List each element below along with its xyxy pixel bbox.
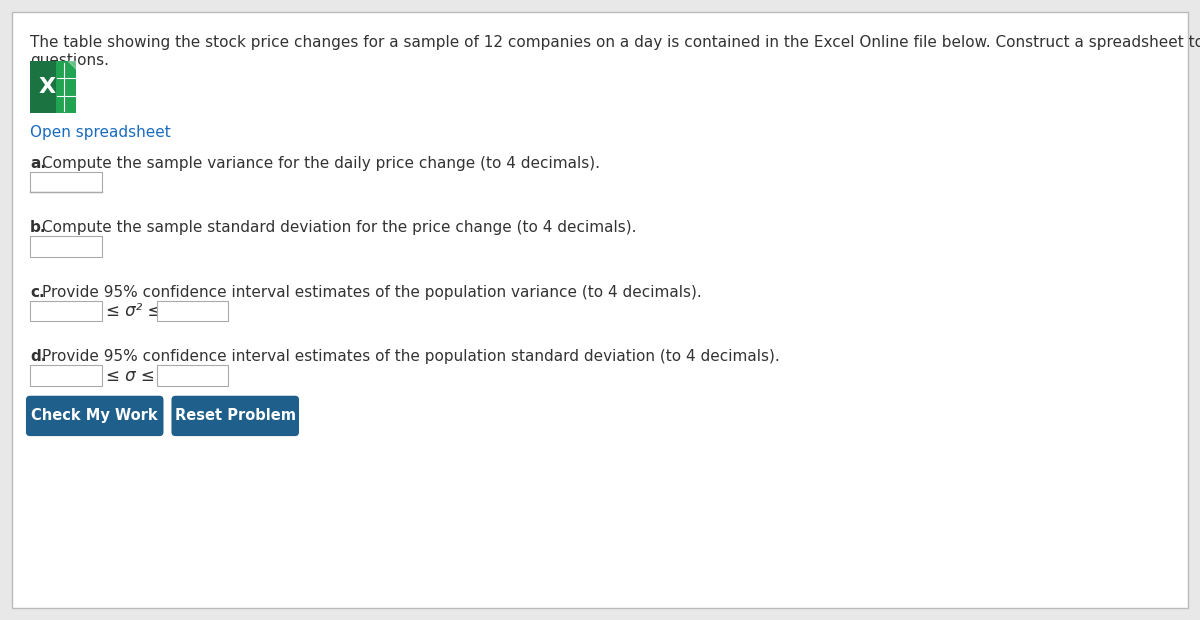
FancyBboxPatch shape	[156, 301, 228, 321]
Text: Reset Problem: Reset Problem	[175, 409, 295, 423]
Text: Provide 95% confidence interval estimates of the population variance (to 4 decim: Provide 95% confidence interval estimate…	[42, 285, 702, 300]
Polygon shape	[68, 61, 76, 69]
FancyBboxPatch shape	[172, 396, 299, 436]
Text: The table showing the stock price changes for a sample of 12 companies on a day : The table showing the stock price change…	[30, 35, 1200, 50]
Text: d.: d.	[30, 349, 47, 365]
FancyBboxPatch shape	[12, 12, 1188, 608]
Text: c.: c.	[30, 285, 44, 300]
FancyBboxPatch shape	[30, 61, 76, 113]
Text: ≤ σ² ≤: ≤ σ² ≤	[106, 302, 161, 320]
Text: a.: a.	[30, 156, 46, 171]
Text: Open spreadsheet: Open spreadsheet	[30, 125, 170, 140]
FancyBboxPatch shape	[56, 61, 76, 113]
FancyBboxPatch shape	[30, 172, 102, 192]
FancyBboxPatch shape	[30, 365, 102, 386]
Text: questions.: questions.	[30, 53, 109, 68]
Text: Compute the sample standard deviation for the price change (to 4 decimals).: Compute the sample standard deviation fo…	[42, 220, 636, 235]
Text: Provide 95% confidence interval estimates of the population standard deviation (: Provide 95% confidence interval estimate…	[42, 349, 780, 365]
Text: ≤ σ ≤: ≤ σ ≤	[106, 366, 155, 384]
FancyBboxPatch shape	[156, 365, 228, 386]
Text: b.: b.	[30, 220, 47, 235]
FancyBboxPatch shape	[26, 396, 163, 436]
Text: X: X	[38, 77, 56, 97]
Text: Check My Work: Check My Work	[31, 409, 158, 423]
Text: Compute the sample variance for the daily price change (to 4 decimals).: Compute the sample variance for the dail…	[42, 156, 600, 171]
FancyBboxPatch shape	[30, 301, 102, 321]
FancyBboxPatch shape	[30, 236, 102, 257]
